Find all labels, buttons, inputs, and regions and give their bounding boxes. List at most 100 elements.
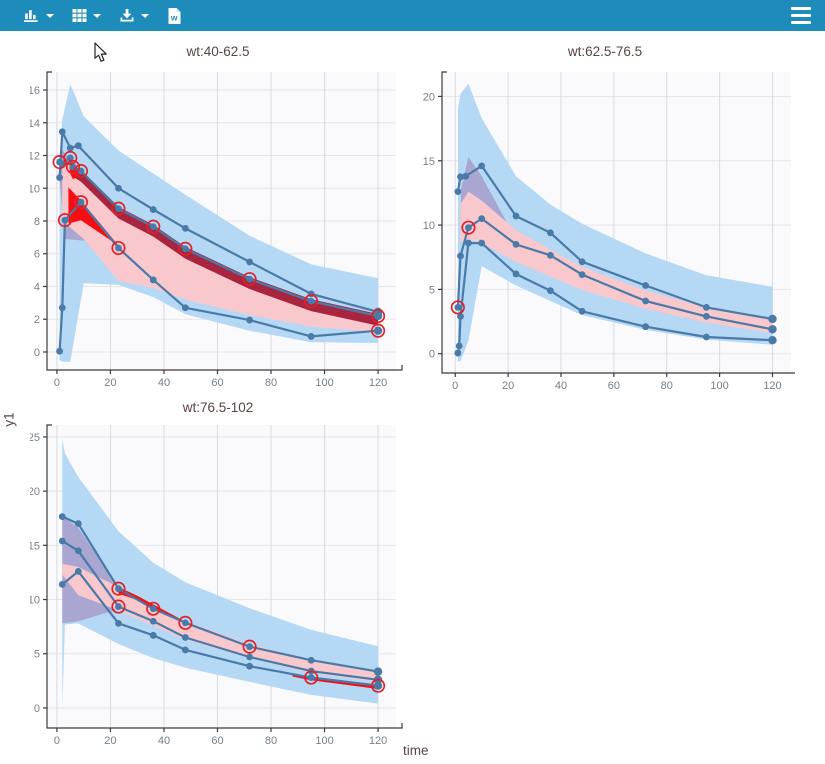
p95-percentile-point bbox=[578, 258, 586, 266]
p50-percentile-line bbox=[456, 217, 773, 331]
p50-percentile-point bbox=[702, 313, 710, 320]
svg-text:w: w bbox=[170, 12, 178, 22]
p5-percentile-point bbox=[74, 567, 82, 575]
sim-outer-band bbox=[457, 83, 773, 362]
p5-percentile-line bbox=[61, 570, 379, 687]
p95-percentile-point bbox=[149, 206, 157, 213]
export-word-button[interactable]: w bbox=[158, 3, 191, 29]
p95-percentile-point bbox=[702, 303, 710, 311]
vpc-plot: 0 20 40 60 80 100 120 0 5 10 15 20 25 bbox=[28, 424, 403, 747]
x-tick-label: 0 bbox=[452, 380, 458, 392]
p95-percentile-point bbox=[478, 162, 486, 170]
outlier-circle bbox=[65, 159, 81, 175]
outlier-circle bbox=[111, 201, 126, 216]
x-tick-label: 120 bbox=[369, 735, 387, 747]
x-tick-label: 120 bbox=[369, 377, 387, 389]
bar-chart-icon bbox=[23, 8, 40, 23]
p95-percentile-line bbox=[61, 515, 379, 673]
chevron-down-icon bbox=[46, 13, 54, 18]
y-tick-label: 4 bbox=[34, 281, 40, 293]
y-tick-label: 12 bbox=[30, 151, 40, 163]
outlier-circle bbox=[371, 308, 386, 324]
p95-percentile-point bbox=[58, 513, 66, 521]
hamburger-menu-button[interactable] bbox=[791, 7, 811, 24]
p50-percentile-point bbox=[66, 154, 74, 162]
chevron-down-icon bbox=[93, 13, 101, 18]
p5-percentile-point bbox=[455, 342, 463, 350]
p5-percentile-point bbox=[768, 335, 777, 345]
plot-settings-button[interactable] bbox=[14, 4, 63, 27]
outlier-circle bbox=[242, 272, 257, 287]
p95-percentile-point bbox=[56, 174, 63, 182]
p5-percentile-point bbox=[181, 304, 189, 312]
x-axis-label: time bbox=[403, 743, 429, 758]
p95-percentile-point bbox=[58, 128, 66, 136]
p5-percentile-point bbox=[465, 239, 472, 247]
hamburger-icon bbox=[791, 7, 811, 10]
x-tick-label: 100 bbox=[315, 735, 333, 747]
p5-percentile-point bbox=[642, 323, 649, 331]
p95-percentile-point bbox=[457, 173, 464, 181]
p5-percentile-point bbox=[307, 674, 315, 681]
download-icon bbox=[119, 8, 135, 23]
x-tick-label: 80 bbox=[661, 380, 673, 392]
p50-percentile-point bbox=[149, 223, 157, 231]
p50-percentile-point bbox=[642, 297, 649, 305]
facet-title: wt:40-62.5 bbox=[186, 44, 250, 59]
p5-percentile-point bbox=[454, 349, 462, 357]
y-tick-label: 5 bbox=[34, 649, 40, 661]
facet-title: wt:76.5-102 bbox=[182, 400, 254, 415]
download-button[interactable] bbox=[110, 4, 158, 27]
p5-percentile-point bbox=[547, 287, 554, 295]
p5-percentile-point bbox=[457, 313, 464, 320]
p95-percentile-point bbox=[462, 172, 470, 180]
p5-percentile-point bbox=[115, 619, 122, 627]
p50-percentile-point bbox=[578, 271, 586, 278]
p95-percentile-point bbox=[181, 619, 189, 627]
y-tick-label: 20 bbox=[30, 486, 40, 498]
outlier-circle bbox=[371, 678, 386, 693]
p50-percentile-point bbox=[465, 224, 472, 232]
p5-percentile-line bbox=[58, 201, 379, 352]
p5-percentile-point bbox=[58, 580, 66, 588]
p95-percentile-point bbox=[307, 656, 315, 664]
p95-percentile-point bbox=[454, 188, 462, 196]
table-layout-button[interactable] bbox=[63, 4, 110, 27]
outlier-circle bbox=[111, 240, 126, 256]
chevron-down-icon bbox=[141, 13, 149, 18]
axis-spines bbox=[46, 424, 403, 729]
p50-percentile-point bbox=[58, 537, 66, 545]
x-tick-label: 0 bbox=[54, 377, 60, 389]
y-tick-label: 20 bbox=[423, 91, 435, 103]
p50-percentile-point bbox=[373, 311, 383, 321]
outlier-circle bbox=[178, 241, 193, 256]
y-tick-label: 0 bbox=[34, 347, 40, 359]
outlier-circle bbox=[146, 601, 161, 616]
x-tick-label: 100 bbox=[315, 377, 333, 389]
facet-chart-wt-62-5-76-5: wt:62.5-76.5 0 20 40 60 80 100 120 0 5 10 15 20 bbox=[415, 42, 798, 401]
p50-percentile-point bbox=[478, 215, 486, 223]
y-axis-label: y1 bbox=[1, 412, 17, 427]
p5-percentile-point bbox=[373, 681, 383, 690]
p5-percentile-point bbox=[149, 276, 157, 284]
p5-percentile-point bbox=[61, 216, 69, 224]
vpc-plot: 0 20 40 60 80 100 120 0 2 4 6 8 10 12 14 16 bbox=[28, 71, 403, 389]
hamburger-icon bbox=[791, 21, 811, 24]
facet-chart-wt-76-5-102: wt:76.5-102 0 20 40 60 80 100 120 0 5 10 15 20 25 bbox=[28, 398, 406, 761]
y-tick-label: 10 bbox=[423, 220, 435, 232]
toolbar-button-group: w bbox=[0, 3, 191, 29]
p50-percentile-point bbox=[246, 653, 254, 661]
p5-percentile-point bbox=[115, 244, 122, 252]
p95-percentile-point bbox=[149, 605, 157, 613]
x-tick-label: 100 bbox=[710, 380, 728, 392]
y-tick-label: 15 bbox=[423, 156, 435, 168]
word-file-icon: w bbox=[167, 7, 182, 25]
outlier-circle bbox=[242, 639, 257, 654]
p5-percentile-point bbox=[307, 333, 315, 340]
p5-percentile-point bbox=[373, 326, 383, 335]
x-tick-label: 120 bbox=[763, 380, 781, 392]
y-tick-label: 10 bbox=[30, 595, 40, 607]
p95-percentile-point bbox=[115, 184, 122, 192]
p5-percentile-point bbox=[56, 347, 63, 355]
grid-icon bbox=[72, 8, 87, 23]
